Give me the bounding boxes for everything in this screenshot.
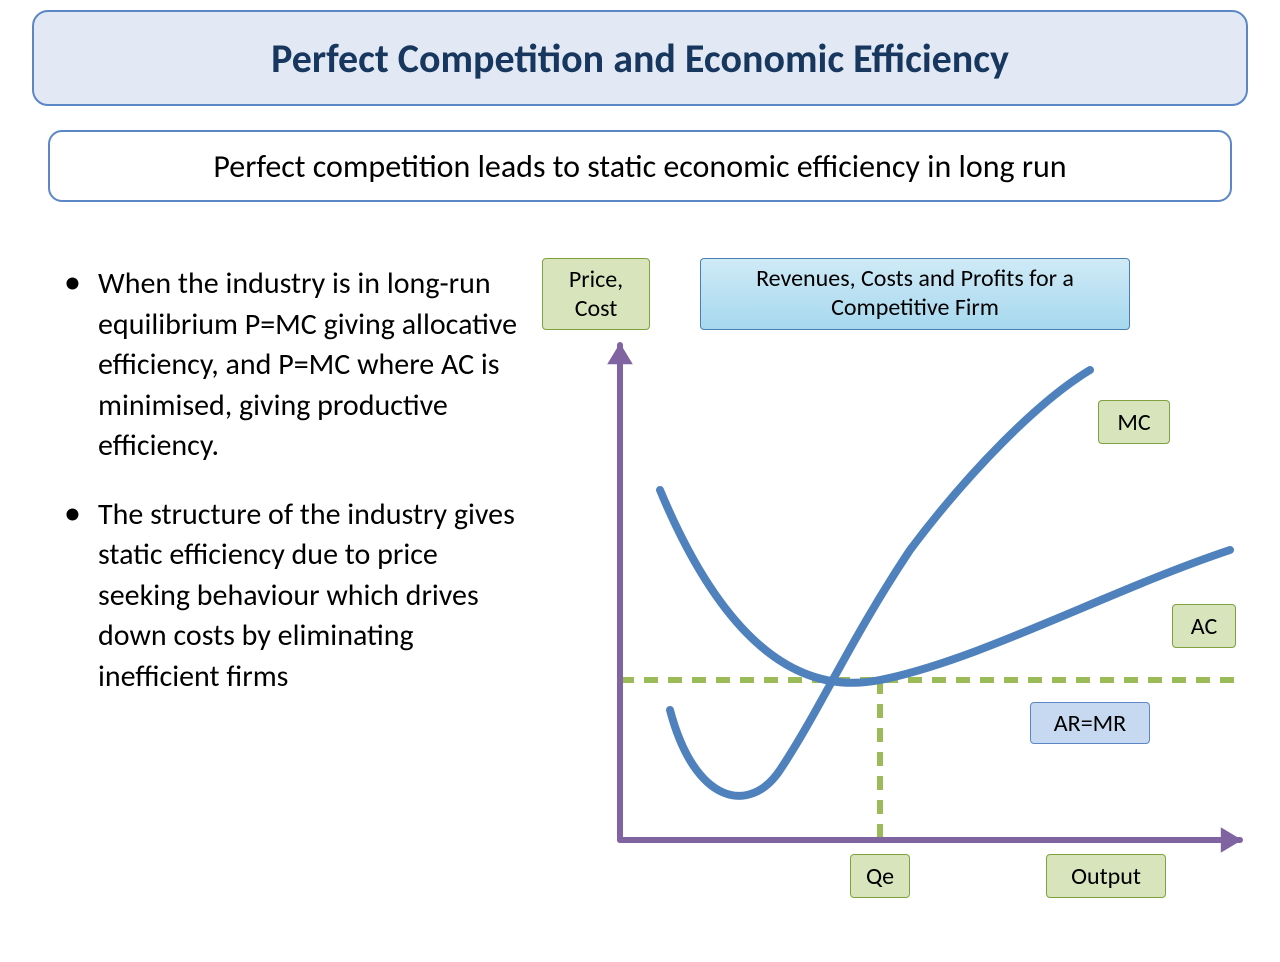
ac-label: AC	[1172, 604, 1236, 648]
armr-label: AR=MR	[1030, 702, 1150, 744]
subtitle-box: Perfect competition leads to static econ…	[48, 130, 1232, 202]
chart-svg	[550, 250, 1250, 930]
qe-label: Qe	[850, 854, 910, 898]
bullet-list: When the industry is in long-run equilib…	[54, 264, 534, 725]
chart-title-label: Revenues, Costs and Profits for a Compet…	[700, 258, 1130, 330]
mc-label: MC	[1098, 400, 1170, 444]
bullet-item: The structure of the industry gives stat…	[54, 495, 534, 698]
y-axis-label: Price, Cost	[542, 258, 650, 330]
bullet-item: When the industry is in long-run equilib…	[54, 264, 534, 467]
subtitle: Perfect competition leads to static econ…	[213, 147, 1066, 186]
chart-area: Price, Cost Revenues, Costs and Profits …	[550, 250, 1250, 930]
title-box: Perfect Competition and Economic Efficie…	[32, 10, 1248, 106]
page-title: Perfect Competition and Economic Efficie…	[271, 34, 1009, 83]
x-axis-label: Output	[1046, 854, 1166, 898]
